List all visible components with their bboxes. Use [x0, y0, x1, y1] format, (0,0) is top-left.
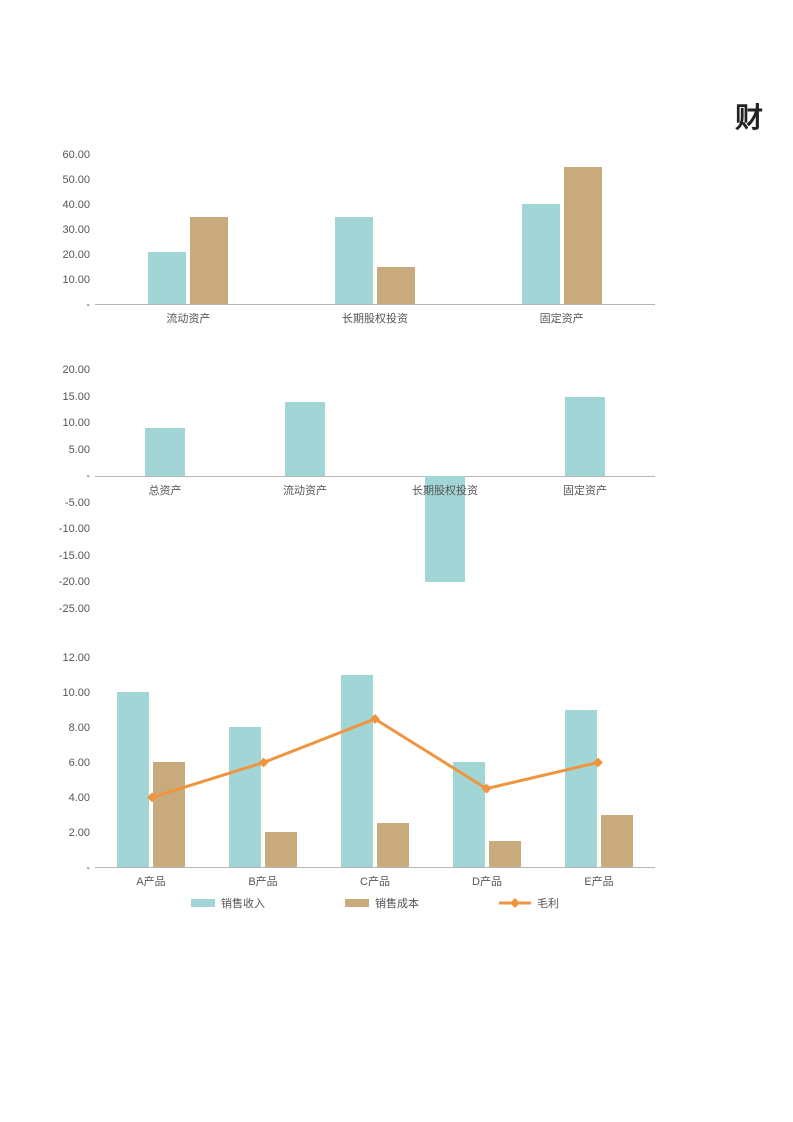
chart2-bar [565, 397, 605, 477]
chart3-line [95, 658, 655, 867]
legend-item-cost: 销售成本 [345, 895, 419, 911]
chart3-ytick: 10.00 [45, 687, 90, 699]
chart1-ytick: 30.00 [45, 224, 90, 236]
chart3-xlabel: C产品 [360, 873, 390, 889]
chart1-y-axis: -10.0020.0030.0040.0050.0060.00 [45, 155, 90, 304]
chart1-ytick: 20.00 [45, 249, 90, 261]
chart2-ytick: 15.00 [45, 391, 90, 403]
chart3-ytick: 12.00 [45, 652, 90, 664]
chart1-xlabel: 流动资产 [166, 310, 210, 326]
chart1-bar-b [190, 217, 228, 305]
chart1-bar-a [148, 252, 186, 305]
chart1-ytick: 50.00 [45, 174, 90, 186]
chart-change-bar: -5.0010.0015.0020.00 -5.00-10.00-15.00-2… [75, 370, 675, 625]
chart2-ytick-neg: -15.00 [45, 550, 90, 562]
legend-swatch-cost [345, 899, 369, 907]
chart2-bar [285, 402, 325, 476]
chart1-ytick: 40.00 [45, 199, 90, 211]
chart2-y-axis-pos: -5.0010.0015.0020.00 [45, 370, 90, 476]
chart2-ytick: 5.00 [45, 444, 90, 456]
chart3-ytick: 6.00 [45, 757, 90, 769]
legend-item-profit: 毛利 [499, 895, 559, 911]
chart2-xlabel: 长期股权投资 [412, 482, 478, 498]
chart3-xlabel: B产品 [248, 873, 277, 889]
legend-swatch-profit [499, 897, 531, 909]
chart2-ytick-neg: -20.00 [45, 576, 90, 588]
chart-products-combo: -2.004.006.008.0010.0012.00 A产品B产品C产品D产品… [75, 658, 675, 923]
chart3-xlabel: E产品 [584, 873, 613, 889]
chart2-xlabel: 固定资产 [563, 482, 607, 498]
chart2-ytick: 20.00 [45, 364, 90, 376]
legend-label-profit: 毛利 [537, 895, 559, 911]
chart3-xlabel: D产品 [472, 873, 502, 889]
chart2-ytick-neg: -10.00 [45, 523, 90, 535]
legend-label-sales: 销售收入 [221, 895, 265, 911]
chart2-zero-line [95, 476, 655, 477]
chart1-bar-a [335, 217, 373, 305]
chart1-bar-b [564, 167, 602, 305]
chart1-bar-a [522, 204, 560, 304]
legend-label-cost: 销售成本 [375, 895, 419, 911]
chart1-ytick: 10.00 [45, 274, 90, 286]
legend-item-sales: 销售收入 [191, 895, 265, 911]
page-title: 财 [735, 96, 763, 136]
chart2-xlabel: 总资产 [149, 482, 182, 498]
chart2-ytick: 10.00 [45, 417, 90, 429]
chart2-ytick-neg: -5.00 [45, 497, 90, 509]
chart2-xlabel: 流动资产 [283, 482, 327, 498]
chart-assets-dual-bar: -10.0020.0030.0040.0050.0060.00 流动资产长期股权… [75, 155, 675, 330]
chart3-ytick: 4.00 [45, 792, 90, 804]
chart3-ytick: 8.00 [45, 722, 90, 734]
chart1-ytick: 60.00 [45, 149, 90, 161]
chart2-ytick-neg: -25.00 [45, 603, 90, 615]
chart3-legend: 销售收入 销售成本 毛利 [95, 895, 655, 911]
chart2-bar [145, 428, 185, 476]
chart1-xlabel: 固定资产 [540, 310, 584, 326]
chart1-xlabel: 长期股权投资 [342, 310, 408, 326]
chart3-xlabel: A产品 [136, 873, 165, 889]
chart3-ytick: 2.00 [45, 827, 90, 839]
chart3-y-axis: -2.004.006.008.0010.0012.00 [45, 658, 90, 867]
chart1-ytick: - [45, 299, 90, 311]
chart3-ytick: - [45, 862, 90, 874]
chart2-y-axis-neg: -5.00-10.00-15.00-20.00-25.00 [45, 476, 90, 608]
legend-swatch-sales [191, 899, 215, 907]
chart1-bar-b [377, 267, 415, 305]
